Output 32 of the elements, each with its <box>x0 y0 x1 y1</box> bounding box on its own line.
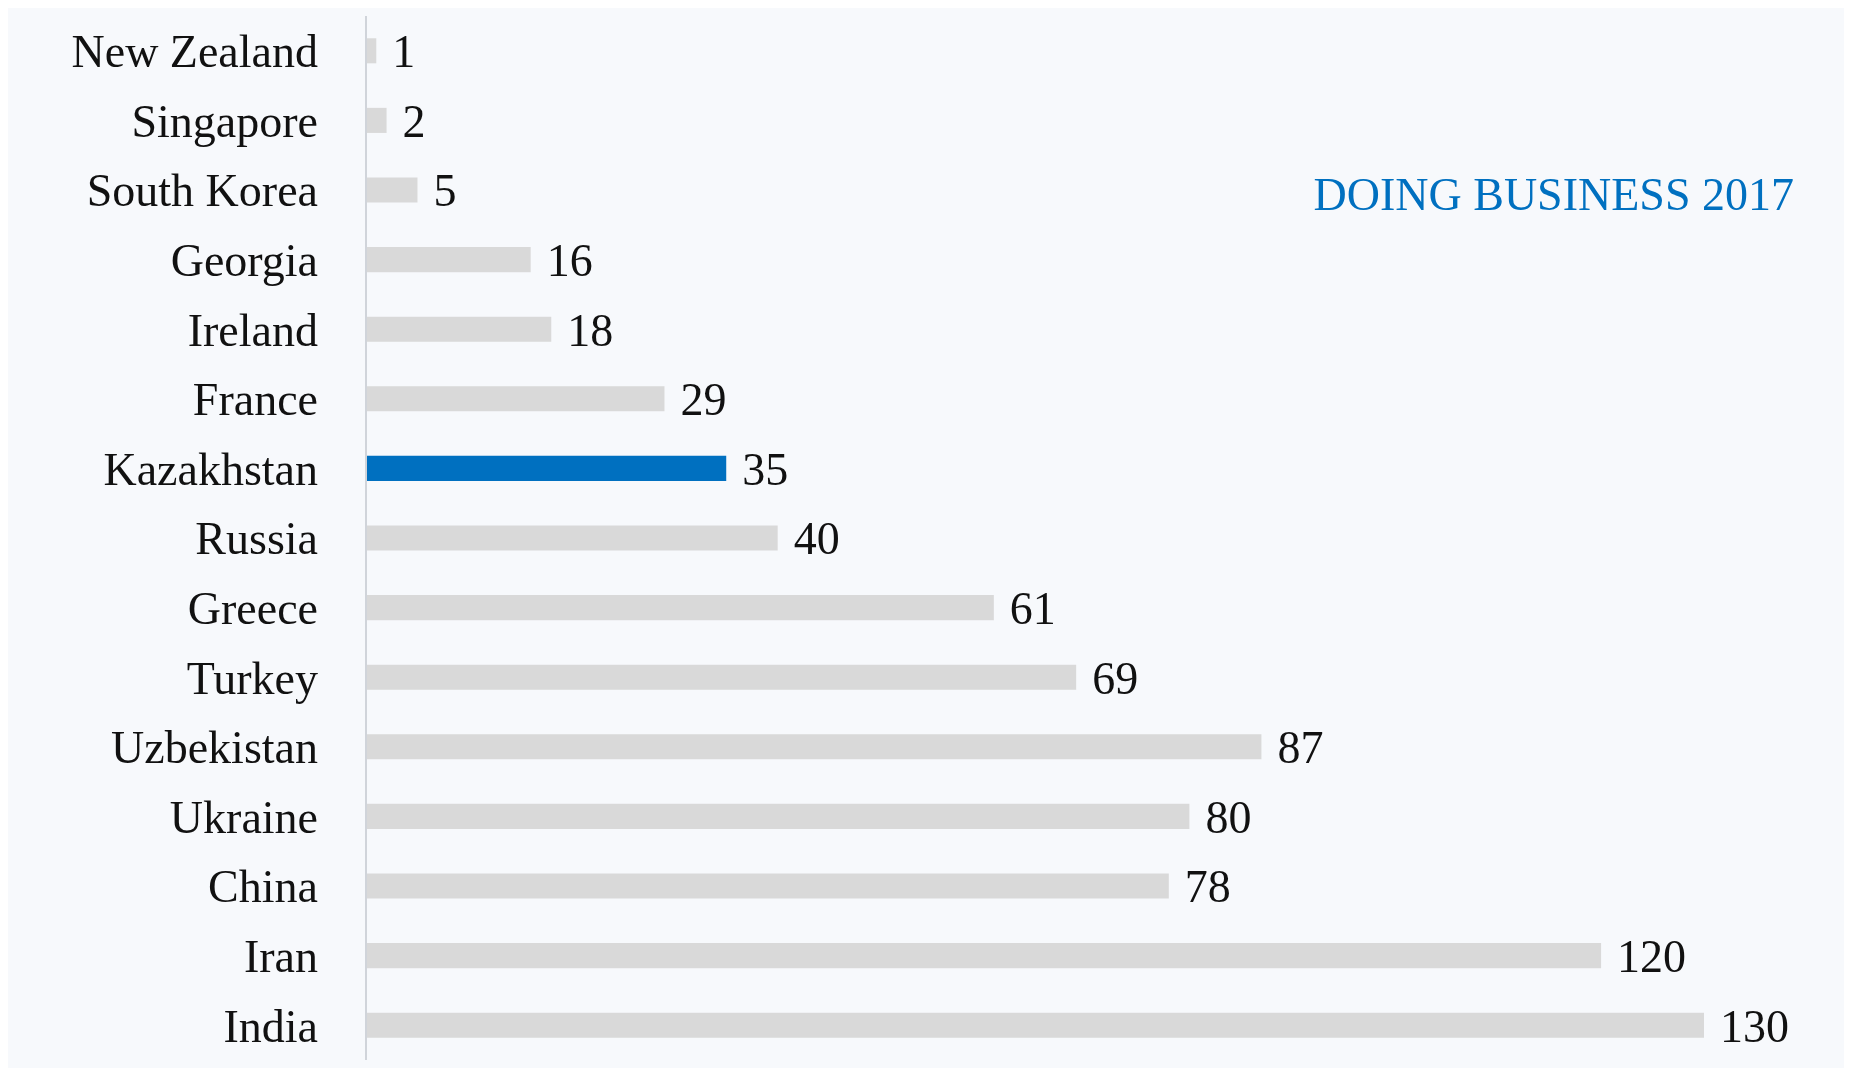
y-tick-label: France <box>192 374 318 426</box>
data-label: 2 <box>402 95 426 147</box>
y-tick-label: China <box>208 861 318 913</box>
data-label: 5 <box>433 165 457 217</box>
data-label: 80 <box>1205 791 1252 843</box>
y-tick-label: Kazakhstan <box>103 443 318 495</box>
y-tick-label: Uzbekistan <box>111 722 318 774</box>
y-tick-label: Singapore <box>131 95 318 147</box>
y-tick-label: Georgia <box>170 234 318 286</box>
data-label: 61 <box>1009 582 1056 634</box>
y-tick-label: Turkey <box>186 652 318 704</box>
y-tick-label: Iran <box>243 930 318 982</box>
text: DOING BUSINESS 2017 <box>1313 168 1794 221</box>
data-label: 35 <box>742 443 789 495</box>
y-tick-label: Ireland <box>187 304 318 356</box>
data-label: 1 <box>392 26 416 78</box>
y-tick-label: Greece <box>187 582 318 634</box>
y-tick-label: Russia <box>195 513 318 565</box>
data-label: 40 <box>793 513 840 565</box>
data-label: 18 <box>567 304 614 356</box>
data-label: 130 <box>1720 1000 1789 1052</box>
data-label: 29 <box>680 374 727 426</box>
data-label: 78 <box>1184 861 1231 913</box>
y-tick-label: India <box>223 1000 318 1052</box>
y-tick-label: South Korea <box>86 165 318 217</box>
data-label: 120 <box>1617 930 1687 982</box>
data-label: 16 <box>546 234 593 286</box>
bar <box>366 455 727 481</box>
y-tick-label: Ukraine <box>169 791 318 843</box>
y-tick-label: New Zealand <box>71 26 318 78</box>
data-label: 69 <box>1092 652 1139 704</box>
data-label: 87 <box>1277 722 1324 774</box>
